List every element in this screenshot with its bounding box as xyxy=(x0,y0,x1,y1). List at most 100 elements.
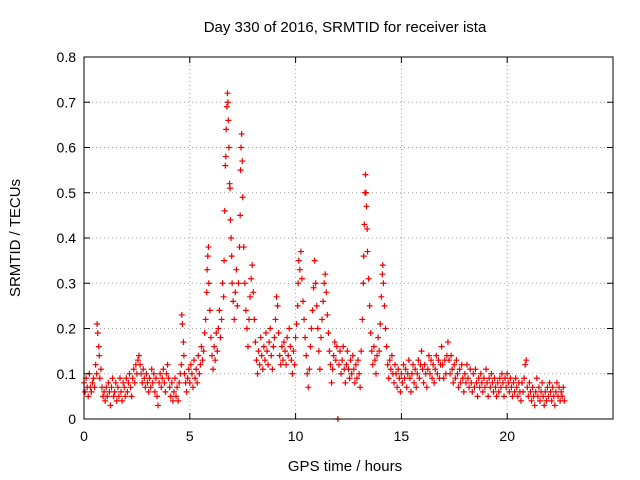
data-point xyxy=(209,352,216,359)
data-point xyxy=(127,384,134,391)
data-point xyxy=(279,357,286,364)
data-point xyxy=(141,375,148,382)
data-point xyxy=(243,325,250,332)
data-point xyxy=(160,366,167,373)
data-point xyxy=(364,225,371,232)
data-point xyxy=(378,293,385,300)
data-point xyxy=(310,284,317,291)
data-point xyxy=(229,280,236,287)
data-point xyxy=(444,339,451,346)
data-point xyxy=(395,366,402,373)
data-point xyxy=(248,275,255,282)
data-point xyxy=(228,253,235,260)
data-point xyxy=(492,384,499,391)
data-point xyxy=(479,388,486,395)
data-point xyxy=(207,334,214,341)
data-point xyxy=(276,352,283,359)
data-point xyxy=(239,194,246,201)
data-point xyxy=(253,357,260,364)
data-point xyxy=(90,375,97,382)
data-point xyxy=(484,379,491,386)
data-point xyxy=(461,370,468,377)
data-point xyxy=(91,384,98,391)
data-point xyxy=(247,293,254,300)
data-point xyxy=(302,334,309,341)
data-point xyxy=(503,384,510,391)
data-point xyxy=(126,370,133,377)
x-tick-label: 10 xyxy=(288,428,304,444)
data-points xyxy=(81,90,568,422)
data-point xyxy=(491,375,498,382)
data-point xyxy=(221,257,228,264)
data-point xyxy=(108,384,115,391)
data-point xyxy=(460,388,467,395)
data-point xyxy=(558,388,565,395)
data-point xyxy=(168,379,175,386)
data-point xyxy=(502,375,509,382)
data-point xyxy=(156,379,163,386)
data-point xyxy=(92,361,99,368)
data-point xyxy=(166,384,173,391)
data-point xyxy=(402,366,409,373)
data-point xyxy=(195,352,202,359)
y-tick-label: 0.8 xyxy=(57,49,77,65)
data-point xyxy=(110,393,117,400)
data-point xyxy=(453,357,460,364)
data-point xyxy=(197,361,204,368)
data-point xyxy=(330,352,337,359)
data-point xyxy=(559,393,566,400)
grid-lines xyxy=(84,57,613,419)
data-point xyxy=(393,370,400,377)
data-point xyxy=(303,352,310,359)
data-point xyxy=(96,352,103,359)
data-point xyxy=(129,375,136,382)
data-point xyxy=(536,397,543,404)
data-point xyxy=(240,244,247,251)
data-point xyxy=(360,280,367,287)
data-point xyxy=(291,361,298,368)
data-point xyxy=(394,384,401,391)
data-point xyxy=(546,379,553,386)
data-point xyxy=(199,357,206,364)
data-point xyxy=(311,257,318,264)
data-point xyxy=(128,393,135,400)
data-point xyxy=(349,352,356,359)
data-point xyxy=(120,379,127,386)
data-point xyxy=(164,361,171,368)
data-point xyxy=(232,289,239,296)
data-point xyxy=(294,302,301,309)
axis-ticks xyxy=(83,56,613,420)
y-tick-label: 0 xyxy=(68,411,76,427)
data-point xyxy=(138,370,145,377)
data-point xyxy=(173,393,180,400)
data-point xyxy=(151,388,158,395)
data-point xyxy=(305,384,312,391)
data-point xyxy=(277,361,284,368)
y-tick-label: 0.1 xyxy=(57,366,77,382)
data-point xyxy=(552,388,559,395)
data-point xyxy=(266,339,273,346)
data-point xyxy=(534,393,541,400)
data-point xyxy=(194,379,201,386)
data-point xyxy=(180,352,187,359)
data-point xyxy=(260,343,267,350)
data-point xyxy=(211,343,218,350)
data-point xyxy=(496,375,503,382)
data-point xyxy=(203,289,210,296)
data-point xyxy=(301,316,308,323)
data-point xyxy=(483,366,490,373)
data-point xyxy=(477,370,484,377)
data-point xyxy=(286,325,293,332)
data-point xyxy=(533,375,540,382)
data-point xyxy=(228,235,235,241)
data-point xyxy=(382,325,389,332)
data-point xyxy=(359,316,366,323)
data-point xyxy=(134,357,141,364)
data-point xyxy=(159,375,166,382)
data-point xyxy=(462,379,469,386)
data-point xyxy=(218,316,225,323)
data-point xyxy=(109,375,116,382)
data-point xyxy=(383,343,390,350)
data-point xyxy=(284,334,291,341)
data-point xyxy=(328,379,335,386)
